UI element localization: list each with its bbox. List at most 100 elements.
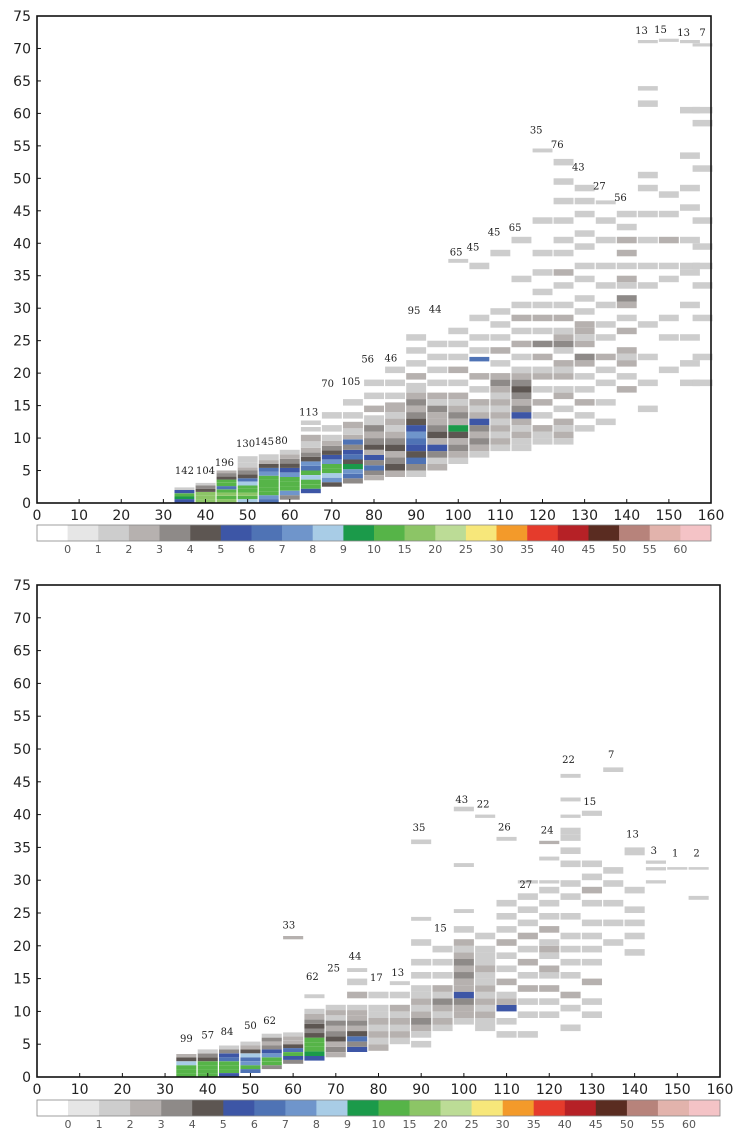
x-tick-label: 90 xyxy=(407,508,425,524)
heatmap-cell xyxy=(453,952,474,959)
heatmap-cell xyxy=(364,444,384,450)
heatmap-cell xyxy=(624,906,645,913)
heatmap-cell xyxy=(539,998,560,1005)
heatmap-cell xyxy=(511,418,532,426)
heatmap-cell xyxy=(325,1036,346,1042)
y-tick-label: 60 xyxy=(13,676,31,692)
heatmap-cell xyxy=(511,340,532,348)
heatmap-cell xyxy=(553,405,574,413)
heatmap-cell xyxy=(496,913,517,920)
heatmap-cell xyxy=(448,399,469,406)
heatmap-cell xyxy=(368,1011,389,1018)
colorbar-tick-label: 3 xyxy=(156,543,163,556)
heatmap-cell xyxy=(411,991,432,999)
heatmap-cell xyxy=(283,1048,304,1052)
heatmap-cell xyxy=(258,483,279,488)
heatmap-cell xyxy=(475,932,496,940)
x-tick-label: 70 xyxy=(327,1082,345,1098)
x-tick-label: 160 xyxy=(707,1082,734,1098)
heatmap-cell xyxy=(453,909,474,913)
heatmap-cell xyxy=(616,249,637,257)
x-tick-label: 120 xyxy=(529,508,556,524)
heatmap-cell xyxy=(448,457,469,464)
heatmap-cell xyxy=(637,184,658,192)
x-tick-label: 160 xyxy=(698,508,725,524)
heatmap-cell xyxy=(511,373,532,380)
heatmap-cell xyxy=(603,880,624,887)
colorbar-swatch xyxy=(190,525,222,541)
heatmap-cell xyxy=(283,936,304,940)
heatmap-cell xyxy=(511,353,532,361)
heatmap-cell xyxy=(574,308,595,315)
heatmap-cell xyxy=(553,178,574,185)
heatmap-cell xyxy=(532,412,553,419)
heatmap-cell xyxy=(532,399,553,406)
heatmap-cell xyxy=(347,968,368,972)
heatmap-cell xyxy=(176,1054,197,1058)
heatmap-cell xyxy=(385,464,405,471)
column-count-label: 45 xyxy=(467,242,480,253)
y-tick-label: 10 xyxy=(13,431,31,447)
heatmap-cell xyxy=(581,860,602,868)
heatmap-cell xyxy=(469,418,490,426)
heatmap-cell xyxy=(539,856,560,861)
heatmap-cell xyxy=(517,932,538,940)
heatmap-cell xyxy=(453,998,474,1005)
colorbar-swatch xyxy=(130,1100,162,1116)
heatmap-cell xyxy=(453,991,474,999)
column-count-label: 56 xyxy=(361,355,374,366)
heatmap-cell xyxy=(176,1073,197,1077)
x-tick-label: 30 xyxy=(154,508,172,524)
heatmap-cell xyxy=(432,985,453,992)
colorbar-swatch xyxy=(557,525,589,541)
heatmap-cell xyxy=(343,478,363,484)
heatmap-cell xyxy=(511,412,532,419)
column-count-label: 7 xyxy=(608,750,614,761)
heatmap-cell xyxy=(300,434,321,442)
heatmap-cell xyxy=(692,379,713,387)
column-count-label: 104 xyxy=(196,466,215,477)
heatmap-cell xyxy=(560,972,581,979)
heatmap-cell xyxy=(680,269,700,276)
heatmap-cell xyxy=(517,985,538,992)
heatmap-cell xyxy=(343,464,363,470)
x-tick-label: 20 xyxy=(113,1082,131,1098)
heatmap-cell xyxy=(448,412,469,419)
heatmap-cell xyxy=(261,1061,282,1066)
heatmap-cell xyxy=(553,340,574,348)
heatmap-cell xyxy=(453,806,474,812)
colorbar-swatch xyxy=(67,525,99,541)
heatmap-cell xyxy=(595,301,616,309)
heatmap-cell xyxy=(469,334,490,341)
heatmap-cell xyxy=(237,470,258,475)
heatmap-cell xyxy=(511,431,532,439)
heatmap-cell xyxy=(427,425,448,432)
heatmap-cell xyxy=(406,334,427,341)
heatmap-cell xyxy=(427,457,448,464)
colorbar-swatch xyxy=(254,1100,286,1116)
heatmap-cell xyxy=(560,880,581,887)
heatmap-cell xyxy=(304,1023,325,1029)
heatmap-cell xyxy=(411,939,432,946)
heatmap-cell xyxy=(406,444,427,452)
column-count-label: 84 xyxy=(221,1027,234,1038)
colorbar-tick-label: 55 xyxy=(643,543,657,556)
column-count-label: 1 xyxy=(672,849,678,860)
heatmap-cell xyxy=(174,487,195,490)
heatmap-cell xyxy=(624,847,645,856)
heatmap-cell xyxy=(343,399,363,406)
heatmap-cell xyxy=(595,321,616,328)
heatmap-cell xyxy=(385,379,405,387)
heatmap-cell xyxy=(258,495,279,500)
x-tick-label: 10 xyxy=(71,1082,89,1098)
heatmap-cell xyxy=(616,262,637,270)
heatmap-cell xyxy=(595,217,616,224)
heatmap-cell xyxy=(595,366,616,374)
heatmap-cell xyxy=(240,1069,261,1073)
heatmap-cell xyxy=(195,492,216,496)
heatmap-cell xyxy=(279,463,300,468)
heatmap-cell xyxy=(197,1069,218,1073)
heatmap-cell xyxy=(517,1031,538,1038)
heatmap-cell xyxy=(574,275,595,283)
heatmap-cell xyxy=(496,1018,517,1025)
